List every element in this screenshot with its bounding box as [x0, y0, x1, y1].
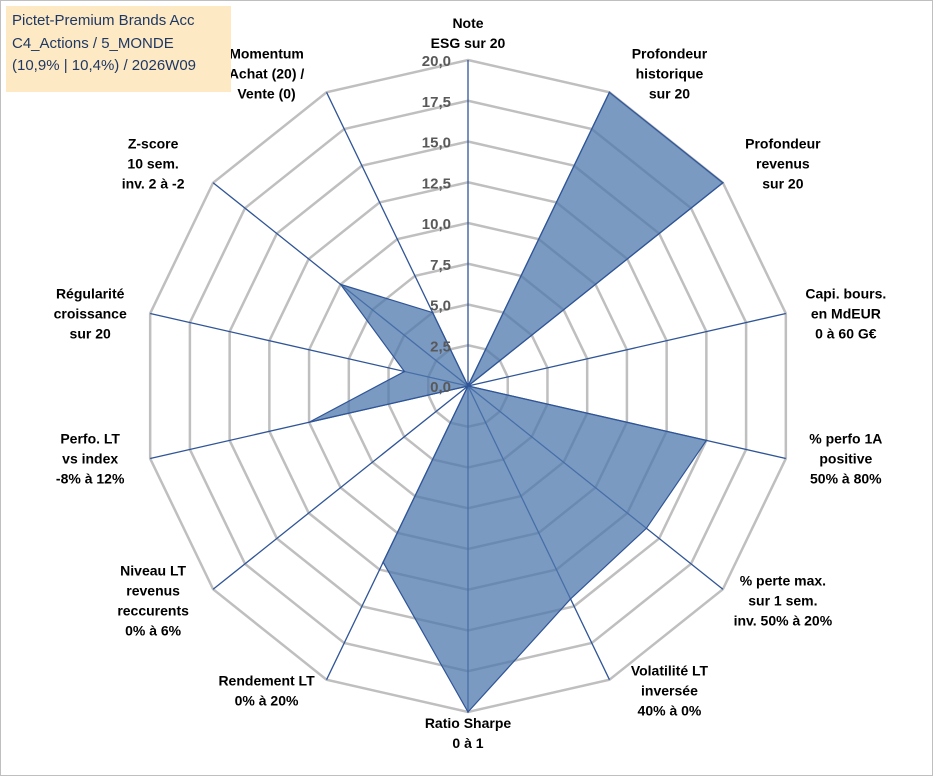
fund-title-box: Pictet-Premium Brands Acc C4_Actions / 5… [6, 6, 231, 92]
tick-label: 5,0 [430, 298, 451, 315]
fund-title-line-3: (10,9% | 10,4%) / 2026W09 [12, 57, 196, 74]
axis-label-4: % perfo 1A positive 50% à 80% [809, 431, 882, 487]
axis-label-10: Perfo. LT vs index -8% à 12% [56, 431, 125, 487]
radar-axis-labels: Note ESG sur 20 Profondeur historique sur 20… [54, 15, 887, 751]
axis-label-0: Note ESG sur 20 [431, 15, 506, 51]
data-point-2 [722, 181, 724, 184]
axis-label-8: Rendement LT 0% à 20% [218, 673, 315, 709]
tick-label: 20,0 [422, 53, 451, 70]
spoke-9 [212, 385, 469, 590]
axis-label-9: Niveau LT revenus reccurents 0% à 6% [117, 562, 189, 638]
tick-label: 17,5 [422, 94, 451, 111]
tick-label: 12,5 [422, 175, 451, 192]
axis-label-7: Ratio Sharpe 0 à 1 [425, 715, 512, 751]
axis-label-1: Profondeur historique sur 20 [632, 45, 708, 101]
tick-label: 7,5 [430, 257, 451, 274]
axis-label-13: Momentum Achat (20) / Vente (0) [229, 45, 305, 101]
data-point-8 [382, 561, 384, 564]
axis-label-5: % perte max. sur 1 sem. inv. 50% à 20% [734, 572, 833, 628]
tick-label: 0,0 [430, 379, 451, 396]
data-point-7 [467, 711, 469, 713]
data-point-6 [569, 598, 572, 600]
radar-tick-labels: 0,0 2,5 5,0 7,5 10,0 12,5 15,0 17,5 20,0 [422, 53, 451, 396]
axis-label-12: Z-score 10 sem. inv. 2 à -2 [122, 136, 185, 192]
axis-label-2: Profondeur revenus sur 20 [745, 136, 821, 192]
axis-label-6: Volatilité LT inversée 40% à 0% [631, 663, 709, 719]
fund-title-line-1: Pictet-Premium Brands Acc [12, 12, 195, 29]
data-point-5 [645, 527, 648, 530]
data-point-11 [403, 370, 406, 373]
axis-label-3: Capi. bours. en MdEUR 0 à 60 G€ [805, 285, 886, 341]
tick-label: 10,0 [422, 216, 451, 233]
axis-label-11: Régularité croissance sur 20 [54, 285, 127, 341]
fund-title-line-2: C4_Actions / 5_MONDE [12, 34, 174, 52]
data-point-9 [467, 385, 469, 387]
tick-label: 2,5 [430, 338, 451, 355]
spoke-3 [467, 312, 786, 387]
data-point-1 [608, 91, 611, 94]
tick-label: 15,0 [422, 135, 451, 152]
radar-series [308, 91, 724, 714]
data-point-10 [308, 421, 310, 424]
data-point-12 [339, 283, 342, 286]
data-point-13 [431, 311, 434, 314]
data-point-4 [705, 439, 708, 442]
